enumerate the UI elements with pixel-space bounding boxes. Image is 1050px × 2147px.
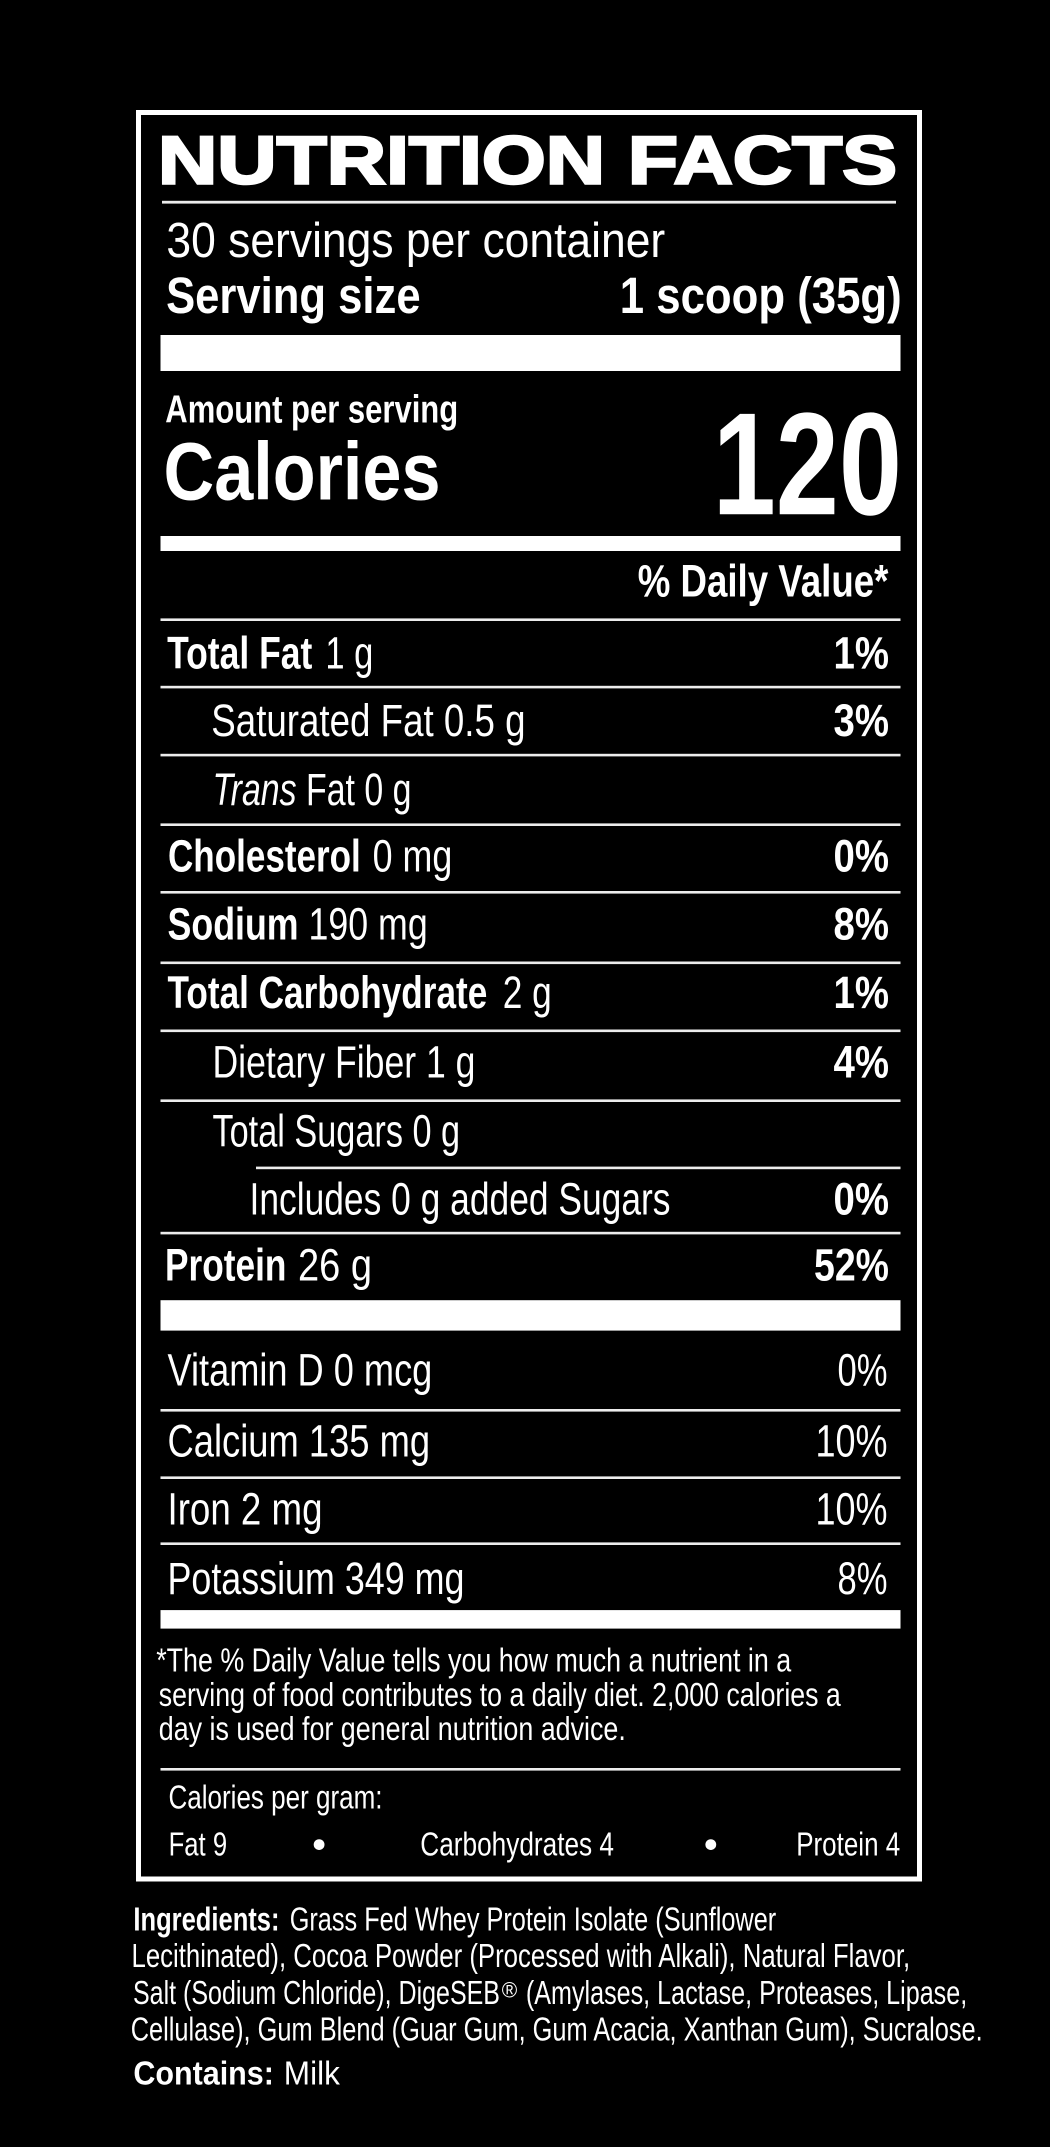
svg-text:Cellulase), Gum Blend (Guar Gu: Cellulase), Gum Blend (Guar Gum, Gum Aca…: [131, 2010, 983, 2047]
svg-text:Ingredients:: Ingredients:: [133, 1901, 279, 1938]
svg-text:Grass Fed Whey Protein Isolate: Grass Fed Whey Protein Isolate (Sunflowe…: [290, 1901, 777, 1938]
svg-text:Total Fat: Total Fat: [167, 628, 312, 679]
svg-text:10%: 10%: [816, 1416, 888, 1467]
svg-text:Serving size: Serving size: [166, 267, 421, 324]
svg-text:*The % Daily Value tells you h: *The % Daily Value tells you how much a …: [156, 1642, 792, 1679]
svg-text:120: 120: [713, 382, 902, 545]
svg-text:Saturated Fat 0.5 g: Saturated Fat 0.5 g: [211, 695, 525, 746]
svg-text:Salt (Sodium Chloride), DigeSE: Salt (Sodium Chloride), DigeSEB: [133, 1974, 500, 2011]
svg-text:Vitamin D 0 mcg: Vitamin D 0 mcg: [168, 1345, 433, 1396]
svg-text:0 mg: 0 mg: [373, 831, 453, 882]
svg-text:4%: 4%: [834, 1037, 890, 1088]
svg-text:Includes 0 g added Sugars: Includes 0 g added Sugars: [250, 1174, 671, 1225]
svg-text:®: ®: [502, 1977, 518, 2002]
svg-text:Carbohydrates 4: Carbohydrates 4: [420, 1826, 614, 1863]
svg-text:10%: 10%: [816, 1484, 888, 1535]
svg-text:Contains:: Contains:: [133, 2056, 274, 2093]
svg-text:0%: 0%: [838, 1345, 888, 1396]
svg-text:Calories: Calories: [164, 426, 441, 517]
svg-text:1 g: 1 g: [325, 628, 373, 679]
svg-text:NUTRITION FACTS: NUTRITION FACTS: [158, 124, 897, 199]
svg-text:Milk: Milk: [284, 2056, 340, 2093]
svg-text:Protein 4: Protein 4: [796, 1826, 900, 1863]
svg-text:Lecithinated), Cocoa Powder (P: Lecithinated), Cocoa Powder (Processed w…: [132, 1937, 911, 1974]
svg-text:26 g: 26 g: [298, 1240, 372, 1291]
svg-text:1 scoop (35g): 1 scoop (35g): [620, 267, 902, 324]
svg-text:(Amylases, Lactase, Proteases,: (Amylases, Lactase, Proteases, Lipase,: [526, 1974, 967, 2011]
svg-text:1%: 1%: [834, 967, 890, 1018]
svg-text:Dietary Fiber 1 g: Dietary Fiber 1 g: [213, 1037, 476, 1088]
svg-text:Fat 9: Fat 9: [169, 1826, 228, 1863]
svg-text:0%: 0%: [834, 831, 890, 882]
svg-text:day is used for general nutrit: day is used for general nutrition advice…: [159, 1710, 626, 1747]
svg-text:Fat 0 g: Fat 0 g: [306, 764, 412, 815]
svg-text:Amount per serving: Amount per serving: [165, 388, 458, 431]
svg-text:0%: 0%: [834, 1174, 890, 1225]
svg-text:190 mg: 190 mg: [309, 899, 428, 950]
svg-text:Protein: Protein: [165, 1240, 286, 1291]
svg-text:30 servings per container: 30 servings per container: [166, 214, 665, 268]
svg-text:8%: 8%: [838, 1553, 888, 1604]
svg-text:% Daily Value*: % Daily Value*: [638, 556, 889, 607]
svg-text:2 g: 2 g: [503, 967, 552, 1018]
svg-text:Sodium: Sodium: [168, 899, 299, 950]
svg-text:Iron 2 mg: Iron 2 mg: [168, 1484, 323, 1535]
svg-text:Cholesterol: Cholesterol: [168, 831, 361, 882]
svg-text:52%: 52%: [814, 1240, 889, 1291]
svg-text:1%: 1%: [834, 628, 890, 679]
svg-text:Calcium 135 mg: Calcium 135 mg: [168, 1416, 431, 1467]
svg-text:8%: 8%: [834, 899, 890, 950]
svg-text:serving of food contributes to: serving of food contributes to a daily d…: [159, 1676, 842, 1713]
svg-text:Calories per gram:: Calories per gram:: [169, 1780, 383, 1817]
svg-text:Trans: Trans: [213, 764, 297, 815]
svg-text:Total Sugars 0 g: Total Sugars 0 g: [213, 1106, 461, 1157]
svg-text:Potassium 349 mg: Potassium 349 mg: [168, 1553, 465, 1604]
svg-text:3%: 3%: [834, 695, 890, 746]
svg-text:Total Carbohydrate: Total Carbohydrate: [168, 967, 488, 1018]
